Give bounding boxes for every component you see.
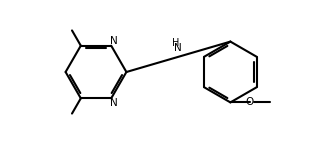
Text: N: N [174, 43, 182, 53]
Text: N: N [110, 98, 118, 108]
Text: H: H [172, 38, 179, 48]
Text: O: O [246, 97, 254, 107]
Text: N: N [110, 36, 118, 46]
